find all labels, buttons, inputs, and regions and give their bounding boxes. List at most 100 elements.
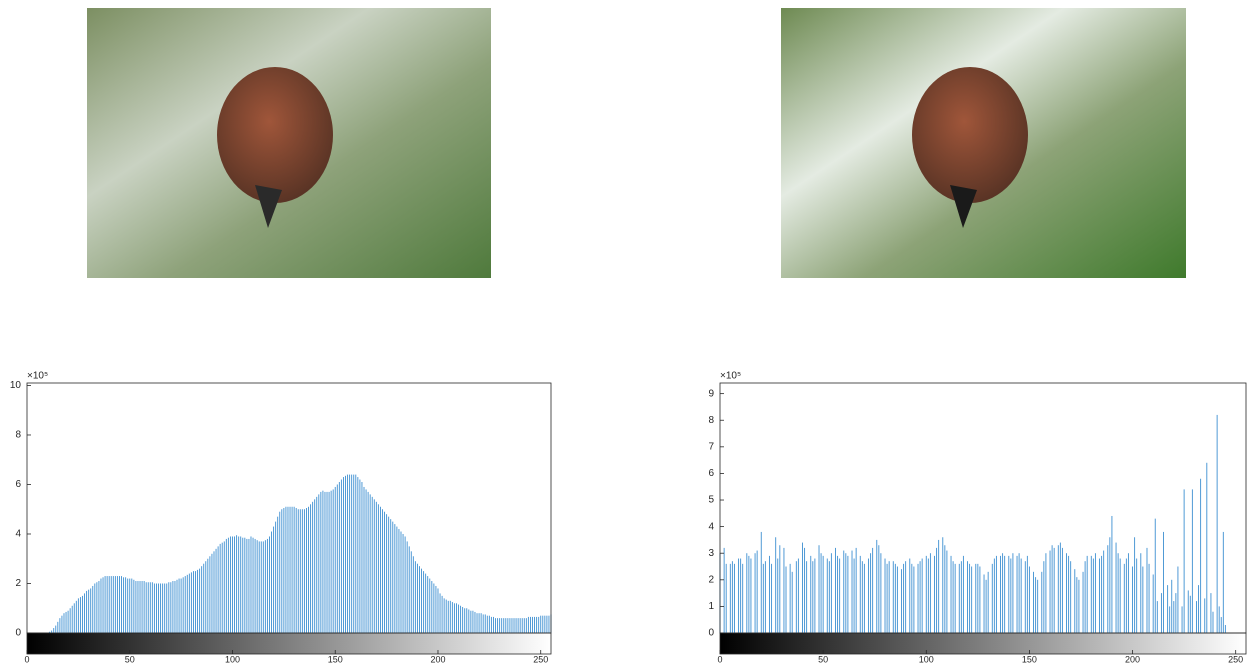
histogram-bar [856,548,857,633]
histogram-bar [228,538,229,633]
y-tick-label: 10 [10,380,22,391]
histogram-bar [1169,606,1170,633]
histogram-bar [775,537,776,633]
y-tick-label: 8 [15,430,21,441]
histogram-bar [540,616,541,633]
histogram-bar [470,611,471,633]
histogram-bar [1068,556,1069,633]
histogram-bar [444,598,445,633]
histogram-bar [872,548,873,633]
histogram-bar [1142,567,1143,633]
histogram-bar [1210,593,1211,633]
histogram-bar [296,508,297,633]
histogram-bar [353,475,354,633]
histogram-bar [1054,548,1055,633]
histogram-bar [503,618,504,633]
histogram-bar [1134,537,1135,633]
histogram-bar [101,579,102,633]
histogram-bar [750,559,751,633]
histogram-bar [94,583,95,633]
histogram-bar [308,507,309,633]
histogram-bar [382,509,383,633]
histogram-bar [1128,553,1129,633]
histogram-bar [1204,598,1205,633]
histogram-bar [226,539,227,633]
histogram-bar [329,492,330,633]
histogram-bar [207,559,208,633]
histogram-bar [505,618,506,633]
histogram-bar [812,561,813,633]
histogram-bar [761,532,762,633]
histogram-bar [528,617,529,633]
histogram-bar [1041,572,1042,633]
histogram-bar [786,567,787,633]
histogram-bar [1076,577,1077,633]
equalized-image [781,8,1186,278]
histogram-bar [248,539,249,633]
x-tick-label: 200 [430,654,445,664]
histogram-bar [201,566,202,633]
histogram-bar [518,618,519,633]
histogram-bar [409,546,410,633]
y-tick-label: 0 [15,628,21,639]
histogram-bar [1021,559,1022,633]
histogram-bar [259,541,260,633]
histogram-bar [913,567,914,633]
histogram-bar [468,609,469,633]
histogram-bar [835,548,836,633]
histogram-bar [283,508,284,633]
histogram-bar [162,583,163,633]
histogram-bar [1099,559,1100,633]
histogram-bar [372,497,373,633]
histogram-bar [285,507,286,633]
exponent-label: ×10⁵ [27,371,48,382]
histogram-bar [431,581,432,633]
histogram-bar [493,617,494,633]
histogram-bar [166,583,167,633]
histogram-bar [986,580,987,633]
histogram-bar [322,491,323,633]
histogram-bar [1083,572,1084,633]
histogram-bar [306,508,307,633]
histogram-bar [779,545,780,633]
histogram-bar [275,522,276,633]
histogram-bar [491,617,492,633]
histogram-bar [1221,617,1222,633]
histogram-bar [119,576,120,633]
histogram-bar [456,603,457,633]
histogram-bar [183,577,184,633]
histogram-bar [967,561,968,633]
y-tick-label: 4 [708,521,714,532]
histogram-bar [1147,548,1148,633]
histogram-bar [757,551,758,633]
histogram-bar [951,556,952,633]
figure: 0246810050100150200250×10⁵01234567890501… [0,0,1248,664]
histogram-bar [310,504,311,633]
histogram-bar [930,553,931,633]
histogram-bar [349,475,350,633]
histogram-bar [64,613,65,633]
histogram-bar [483,614,484,633]
histogram-bar [92,586,93,633]
original-image [87,8,491,278]
histogram-bar [926,556,927,633]
histogram-bar [370,494,371,633]
histogram-bar [1173,601,1174,633]
axes-box [27,383,551,633]
histogram-bar [376,502,377,633]
histogram-bar [1045,553,1046,633]
histogram-bar [546,616,547,633]
histogram-bar [1171,580,1172,633]
histogram-bar [390,519,391,633]
histogram-bar [320,492,321,633]
histogram-bar [168,582,169,633]
histogram-bar [96,582,97,633]
x-tick-label: 200 [1125,654,1140,664]
histogram-bar [864,564,865,633]
histogram-bar [1017,556,1018,633]
histogram-bar [1126,559,1127,633]
histogram-bar [942,537,943,633]
histogram-bar [269,536,270,633]
histogram-bar [82,596,83,633]
histogram-bar [994,559,995,633]
